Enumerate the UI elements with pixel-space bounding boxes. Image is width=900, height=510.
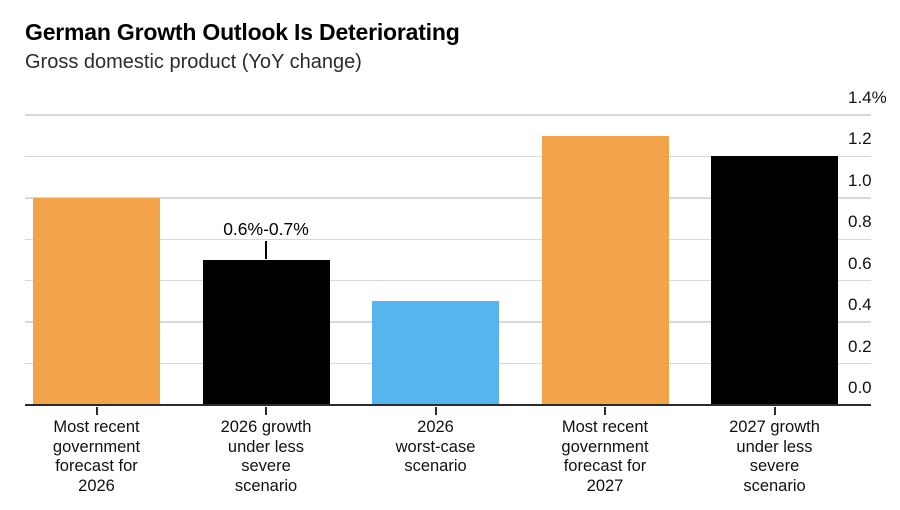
x-axis-category-label: 2027 growth under less severe scenario (729, 418, 820, 495)
y-axis-tick-label: 1.4% (848, 88, 887, 107)
x-axis-baseline (25, 404, 871, 406)
bar-3 (372, 301, 499, 405)
x-axis-category-label: Most recent government forecast for 2027 (561, 418, 649, 495)
gridline-1.4 (25, 114, 871, 116)
gridline-1.0 (25, 197, 871, 199)
y-axis-tick-label: 0.4 (848, 295, 872, 315)
y-axis-tick-label: 1.0 (848, 170, 872, 190)
x-axis-tick (604, 407, 606, 415)
bar-annotation: 0.6%-0.7% (223, 219, 309, 239)
gridline-1.2 (25, 155, 871, 158)
annotation-leader-line (265, 241, 267, 259)
x-axis-tick (95, 407, 98, 415)
bar-1 (33, 197, 160, 405)
bar-4 (541, 135, 669, 405)
x-axis-category-label: 2026 worst-case scenario (395, 418, 476, 475)
x-axis-category-label: 2026 growth under less severe scenario (220, 418, 312, 495)
y-axis-tick-label: 0.2 (848, 336, 872, 356)
y-axis-tick-label: 1.2 (848, 129, 872, 149)
y-axis-tick-label: 0.0 (848, 378, 872, 397)
y-axis-tick-label: 0.6 (848, 253, 872, 273)
x-axis-tick (773, 407, 776, 415)
chart-subtitle: Gross domestic product (YoY change) (25, 51, 362, 73)
bar-2 (202, 260, 330, 405)
chart-title: German Growth Outlook Is Deteriorating (25, 19, 460, 45)
x-axis-tick (265, 407, 267, 415)
gridline-0.6 (25, 280, 871, 282)
x-axis-category-label: Most recent government forecast for 2026 (52, 418, 141, 495)
gridline-0.8 (25, 238, 871, 240)
bar-5 (711, 156, 838, 405)
y-axis-tick-label: 0.8 (848, 212, 872, 232)
x-axis-tick (434, 407, 437, 415)
